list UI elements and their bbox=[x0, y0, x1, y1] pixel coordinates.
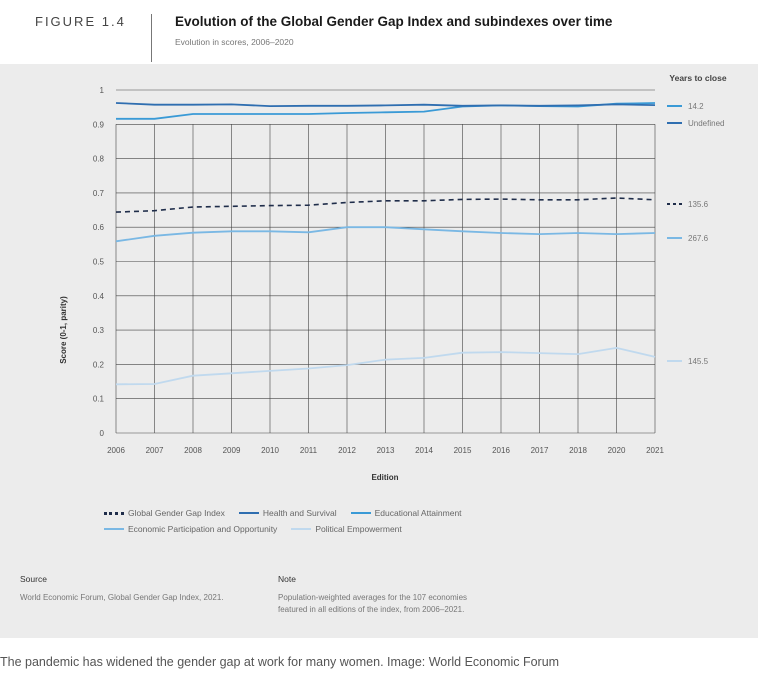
years-to-close-value: 14.2 bbox=[688, 102, 704, 111]
x-tick-label: 2018 bbox=[569, 446, 587, 455]
series-line-global-gender-gap-index bbox=[115, 197, 656, 213]
y-tick-label: 0.6 bbox=[93, 223, 105, 232]
legend-row-2: Economic Participation and Opportunity P… bbox=[104, 524, 664, 534]
legend-label: Global Gender Gap Index bbox=[128, 508, 225, 518]
x-tick-label: 2007 bbox=[146, 446, 164, 455]
legend-item-political: Political Empowerment bbox=[291, 524, 402, 534]
x-tick-label: 2012 bbox=[338, 446, 356, 455]
figure-label: FIGURE 1.4 bbox=[35, 14, 126, 29]
legend-item-health: Health and Survival bbox=[238, 508, 337, 518]
note-text: Population-weighted averages for the 107… bbox=[278, 593, 468, 614]
legend-label: Economic Participation and Opportunity bbox=[128, 524, 278, 534]
legend-item-global-index: Global Gender Gap Index bbox=[104, 508, 225, 518]
legend-swatch-education bbox=[350, 512, 371, 514]
source-heading: Source bbox=[20, 574, 47, 584]
chart-subtitle: Evolution in scores, 2006–2020 bbox=[175, 37, 294, 47]
x-tick-label: 2010 bbox=[261, 446, 279, 455]
x-tick-label: 2013 bbox=[377, 446, 395, 455]
x-tick-label: 2017 bbox=[531, 446, 549, 455]
years-to-close-title: Years to close bbox=[669, 73, 726, 83]
years-to-close-value: Undefined bbox=[688, 119, 724, 128]
x-tick-label: 2009 bbox=[223, 446, 241, 455]
x-axis-ticks: 2006 2007 2008 2009 2010 2011 2012 2013 2014 2015… bbox=[107, 446, 664, 455]
chart-panel: 0 0.1 0.2 0.3 0.4 0.5 0.6 0.7 0.8 0.9 1 2006 2007 20… bbox=[0, 64, 758, 638]
legend-swatch-economic bbox=[104, 528, 124, 530]
y-tick-label: 0.7 bbox=[93, 189, 105, 198]
years-to-close-value: 267.6 bbox=[688, 234, 709, 243]
years-to-close-value: 145.5 bbox=[688, 357, 709, 366]
legend-swatch-political bbox=[291, 528, 312, 530]
x-tick-label: 2006 bbox=[107, 446, 125, 455]
legend: Global Gender Gap Index Health and Survi… bbox=[104, 508, 664, 540]
line-chart: 00.10.20.30.40.50.60.70.80.91 2006 2007 20… bbox=[59, 73, 727, 482]
x-tick-label: 2014 bbox=[415, 446, 433, 455]
chart-title: Evolution of the Global Gender Gap Index… bbox=[175, 14, 613, 29]
y-tick-label: 0.1 bbox=[93, 395, 105, 404]
grid bbox=[115, 89, 656, 434]
y-tick-label: 0.3 bbox=[93, 326, 105, 335]
years-to-close-value: 135.6 bbox=[688, 200, 709, 209]
y-axis-ticks: 0 0.1 0.2 0.3 0.4 0.5 0.6 0.7 0.8 0.9 1 bbox=[93, 86, 105, 438]
note-heading: Note bbox=[278, 574, 296, 584]
x-tick-label: 2021 bbox=[646, 446, 664, 455]
x-tick-label: 2016 bbox=[492, 446, 510, 455]
legend-row-1: Global Gender Gap Index Health and Survi… bbox=[104, 508, 664, 518]
x-tick-label: 2008 bbox=[184, 446, 202, 455]
legend-item-economic: Economic Participation and Opportunity bbox=[104, 524, 277, 534]
y-tick-label: 0.9 bbox=[93, 120, 105, 129]
y-tick-label: 0.5 bbox=[93, 258, 105, 267]
source-text: World Economic Forum, Global Gender Gap … bbox=[20, 593, 224, 602]
x-axis-label: Edition bbox=[371, 473, 398, 482]
series-lines bbox=[115, 102, 656, 386]
legend-label: Educational Attainment bbox=[374, 508, 462, 518]
header-divider bbox=[151, 14, 152, 62]
series-line-economic-participation-and-opportunity bbox=[115, 226, 656, 243]
image-caption: The pandemic has widened the gender gap … bbox=[0, 655, 560, 669]
y-tick-label: 0.2 bbox=[93, 360, 105, 369]
y-tick-label: 0.8 bbox=[93, 155, 105, 164]
y-tick-label: 1 bbox=[100, 86, 105, 95]
x-tick-label: 2011 bbox=[300, 446, 318, 455]
legend-label: Health and Survival bbox=[262, 508, 337, 518]
y-tick-label: 0 bbox=[100, 429, 105, 438]
legend-swatch-global-index bbox=[104, 511, 124, 515]
y-axis-label: Score (0-1, parity) bbox=[59, 296, 68, 364]
years-to-close-labels: 135.6 Undefined 14.2 267.6 145.5 bbox=[667, 102, 724, 366]
y-tick-label: 0.4 bbox=[93, 292, 105, 301]
x-tick-label: 2015 bbox=[454, 446, 472, 455]
series-line-political-empowerment bbox=[115, 346, 656, 386]
legend-swatch-health bbox=[238, 512, 259, 514]
x-tick-label: 2020 bbox=[608, 446, 626, 455]
series-line-health-and-survival bbox=[115, 102, 656, 108]
legend-item-education: Educational Attainment bbox=[350, 508, 462, 518]
legend-label: Political Empowerment bbox=[315, 524, 402, 534]
